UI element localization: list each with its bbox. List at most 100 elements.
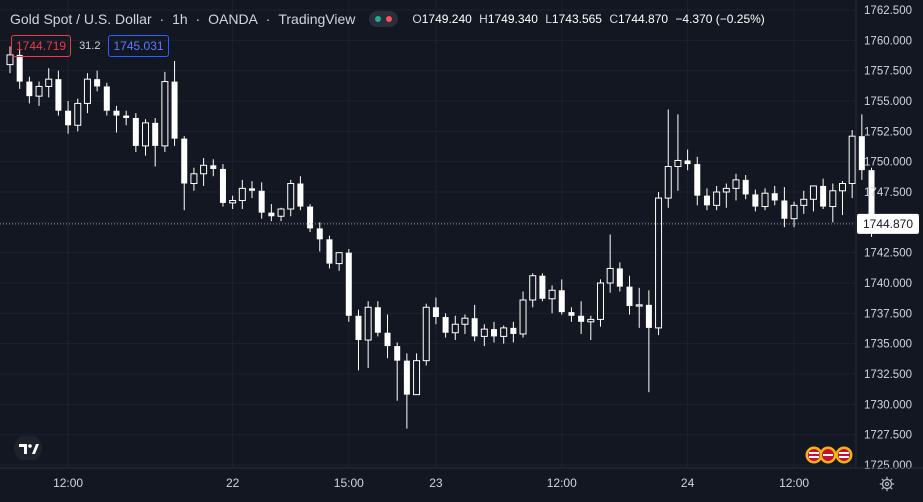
- candle: [732, 173, 740, 201]
- candle: [219, 164, 226, 207]
- candle: [809, 185, 817, 212]
- ohlc-values: O1749.240 H1749.340 L1743.565 C1744.870 …: [412, 12, 765, 26]
- candle-body: [558, 290, 565, 313]
- candle-body: [249, 188, 255, 191]
- candle-body: [626, 286, 633, 307]
- candle-body: [722, 187, 730, 193]
- candle-body: [703, 195, 710, 206]
- candle-body: [548, 289, 556, 300]
- candle-body: [684, 160, 691, 165]
- candle-body: [596, 282, 604, 320]
- candle: [268, 204, 275, 222]
- candle-body: [761, 192, 769, 208]
- x-tick-label: 22: [226, 476, 240, 490]
- candle-body: [519, 299, 527, 335]
- symbol-name[interactable]: Gold Spot / U.S. Dollar: [10, 11, 152, 27]
- candle-body: [65, 110, 72, 126]
- candle: [616, 262, 623, 292]
- candle-body: [229, 199, 237, 204]
- candle-body: [500, 327, 508, 337]
- candle: [781, 187, 788, 228]
- separator-slash: ·: [155, 11, 169, 27]
- candle-body: [219, 168, 226, 203]
- candle-body: [461, 317, 469, 325]
- candle: [461, 314, 469, 334]
- sell-button[interactable]: 1744.719: [11, 35, 72, 57]
- price-axis[interactable]: 1762.500 1760.000 1757.500 1755.000 1752.500…: [855, 0, 912, 472]
- tradingview-logo-icon[interactable]: [13, 436, 43, 460]
- candle: [6, 46, 14, 74]
- candle-body: [326, 239, 333, 264]
- candle: [655, 192, 663, 336]
- y-tick-label: 1740.000: [864, 278, 912, 290]
- svg-text:1744.870: 1744.870: [863, 217, 913, 231]
- candle: [606, 234, 614, 293]
- candle: [364, 301, 372, 368]
- y-tick-label: 1730.000: [864, 399, 912, 411]
- candle-body: [113, 110, 120, 116]
- candle-body: [152, 122, 159, 146]
- candle: [694, 156, 701, 206]
- candle: [94, 70, 101, 92]
- candle-body: [355, 315, 362, 341]
- candle: [297, 176, 304, 211]
- candle: [422, 303, 430, 366]
- candle: [713, 185, 721, 211]
- candle-body: [432, 307, 439, 317]
- candle: [307, 204, 314, 233]
- time-axis[interactable]: 12:00 22 15:00 23 12:00 24 12:00: [0, 467, 923, 490]
- candle-body: [480, 328, 488, 337]
- y-tick-label: 1732.500: [864, 369, 912, 381]
- y-tick-label: 1725.000: [864, 460, 912, 472]
- candle: [771, 185, 778, 206]
- candle-body: [606, 267, 614, 284]
- candle: [596, 279, 604, 327]
- candle-body: [742, 179, 749, 195]
- candle: [722, 183, 730, 208]
- candle-body: [316, 228, 323, 240]
- candle-body: [868, 170, 875, 224]
- candle: [190, 167, 198, 191]
- candle-body: [258, 190, 265, 213]
- chart-header: Gold Spot / U.S. Dollar · 1h · OANDA · T…: [10, 9, 769, 29]
- candle-body: [451, 323, 459, 334]
- last-price-label: 1744.870: [857, 213, 919, 234]
- candle: [548, 285, 556, 314]
- candle: [645, 290, 652, 393]
- candle: [800, 190, 808, 214]
- candle: [45, 68, 53, 98]
- economic-events-icon[interactable]: [803, 445, 855, 465]
- candle: [829, 183, 837, 223]
- candle: [210, 159, 217, 177]
- candle: [238, 179, 246, 209]
- candle: [442, 313, 449, 338]
- candle: [471, 304, 478, 342]
- candle-body: [307, 206, 314, 229]
- candle-body: [529, 275, 537, 301]
- candle-body: [394, 346, 401, 361]
- candle: [142, 119, 150, 156]
- candle-body: [848, 135, 856, 185]
- y-tick-label: 1757.500: [864, 66, 912, 78]
- candle: [664, 109, 672, 208]
- candle-body: [790, 204, 798, 220]
- candle: [510, 321, 517, 343]
- buy-button[interactable]: 1745.031: [108, 35, 169, 57]
- candle-body: [35, 85, 43, 97]
- candle-body: [510, 327, 517, 334]
- broker: OANDA: [208, 11, 258, 27]
- candle-body: [268, 212, 275, 217]
- candle-body: [471, 318, 478, 337]
- y-tick-label: 1752.500: [864, 126, 912, 138]
- x-tick-label: 12:00: [547, 476, 577, 490]
- interval[interactable]: 1h: [172, 11, 188, 27]
- settings-gear-icon[interactable]: [879, 476, 895, 492]
- candle: [752, 189, 759, 212]
- candle: [703, 188, 710, 211]
- market-status-icon[interactable]: [369, 11, 399, 27]
- candle-body: [335, 252, 343, 265]
- candle: [161, 71, 169, 152]
- candle-body: [422, 306, 430, 362]
- candle-body: [83, 78, 91, 104]
